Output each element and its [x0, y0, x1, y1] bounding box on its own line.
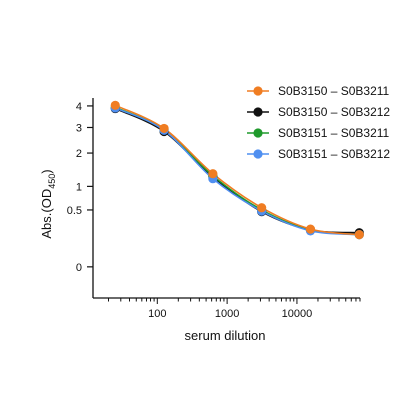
- legend-label: S0B3150 – S0B3212: [278, 105, 390, 119]
- series-points: [110, 100, 364, 240]
- y-axis-title: Abs.(OD450): [39, 169, 57, 238]
- data-point: [208, 169, 218, 179]
- legend-swatch-marker: [253, 107, 263, 117]
- data-point: [159, 123, 169, 134]
- legend-swatch-marker: [253, 128, 263, 138]
- y-tick-label: 3: [76, 122, 82, 134]
- legend-label: S0B3150 – S0B3211: [278, 84, 390, 98]
- legend-label: S0B3151 – S0B3211: [278, 126, 390, 140]
- y-tick-label: 1: [76, 181, 82, 193]
- axes: 0 0.5 1 2 3 4 100 1000 10000: [67, 98, 361, 320]
- data-point: [110, 100, 120, 110]
- y-tick-label: 0: [76, 262, 82, 274]
- data-point: [305, 224, 316, 234]
- x-tick-label: 100: [148, 308, 166, 320]
- x-axis-title: serum dilution: [185, 328, 266, 343]
- legend: S0B3150 – S0B3211 S0B3150 – S0B3212 S0B315…: [247, 84, 390, 161]
- legend-swatch-marker: [253, 149, 263, 159]
- series-lines: [114, 104, 360, 236]
- x-tick-label: 10000: [282, 308, 313, 320]
- x-tick-label: 1000: [215, 308, 239, 320]
- y-tick-label: 0.5: [67, 205, 82, 217]
- y-tick-label: 2: [76, 148, 82, 160]
- y-axis-title-subscript: 450: [47, 174, 57, 189]
- data-point: [257, 203, 267, 213]
- legend-label: S0B3151 – S0B3212: [278, 147, 390, 161]
- y-axis-title-close: ): [39, 169, 54, 173]
- data-point: [354, 230, 364, 240]
- y-axis-title-main: Abs.(OD: [39, 189, 54, 239]
- y-tick-label: 4: [76, 101, 82, 113]
- legend-swatch-marker: [253, 86, 263, 96]
